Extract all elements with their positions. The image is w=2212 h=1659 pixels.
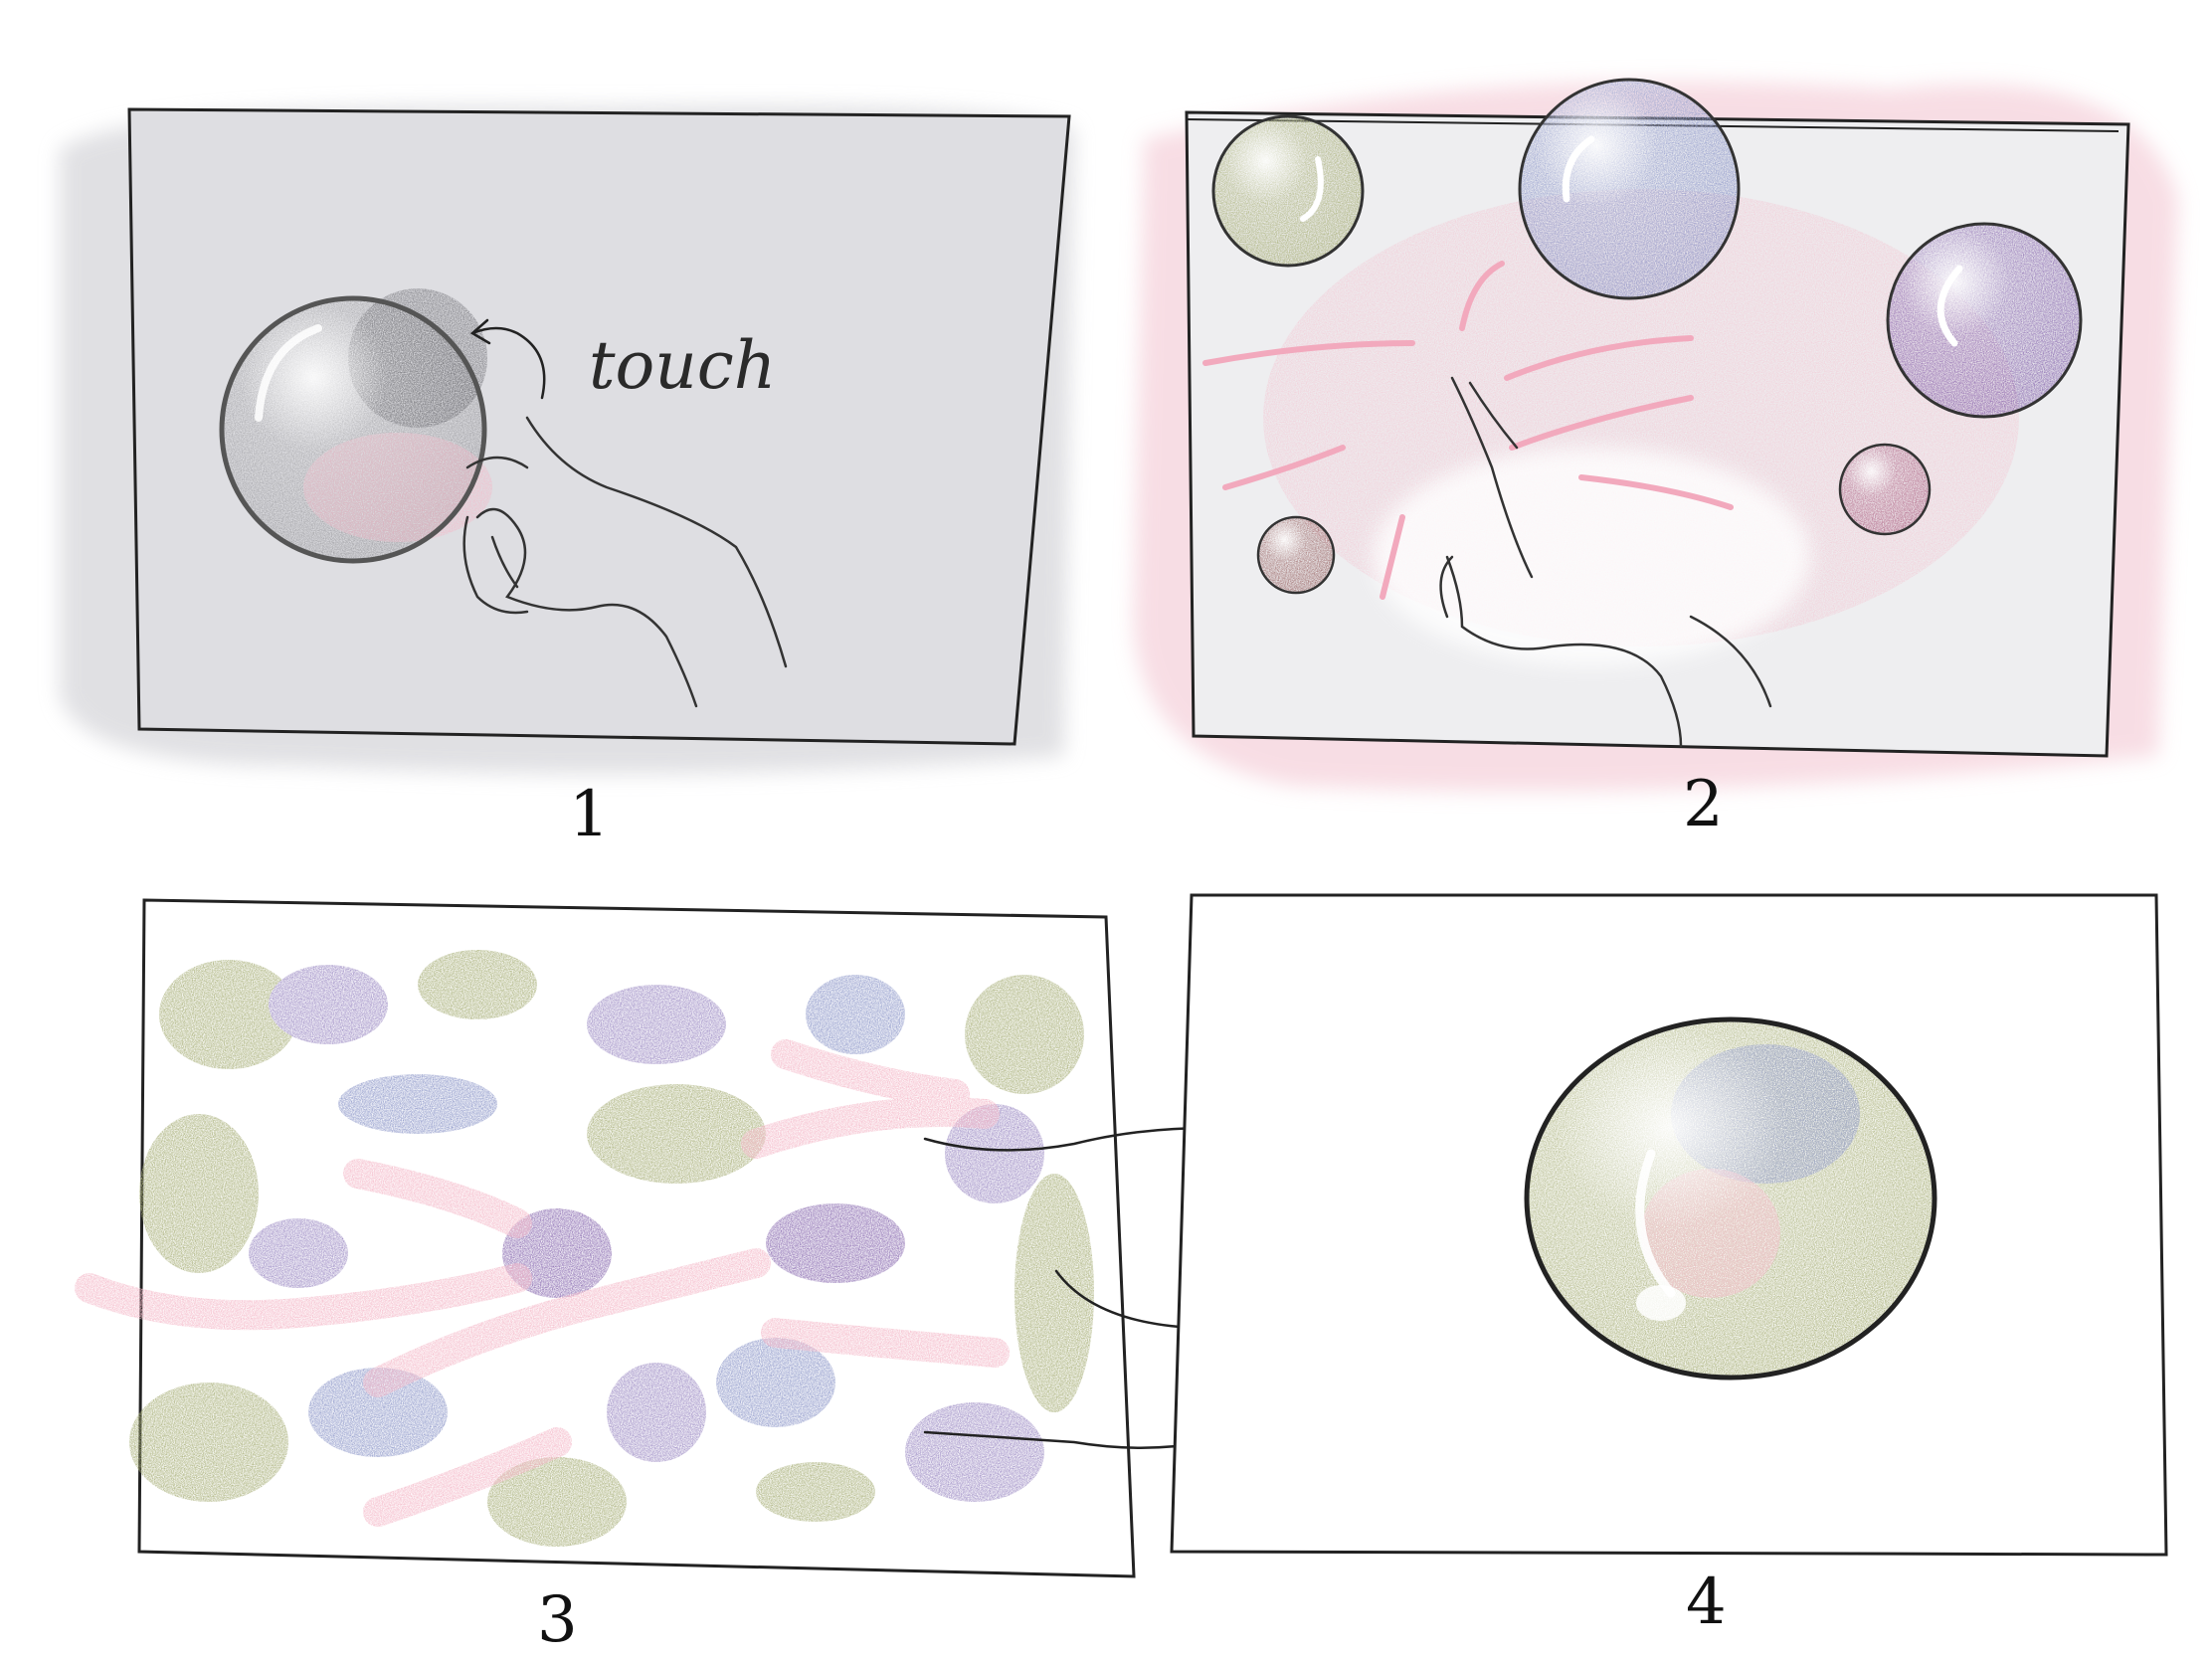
pink-streaks	[75, 1039, 1010, 1527]
bubble-icon	[1524, 1016, 1937, 1381]
panel-1-frame	[127, 107, 1071, 746]
motion-streaks	[1202, 261, 1734, 600]
bubble-icon	[1211, 114, 1365, 268]
hand-icon	[462, 416, 788, 708]
bubble-icon	[1886, 222, 2083, 419]
panel-number-4: 4	[1686, 1566, 1727, 1639]
panel-4: 4	[1170, 893, 2168, 1639]
panel-1: touch 1	[60, 105, 1074, 851]
panel-number-3: 3	[537, 1583, 578, 1657]
arrow-icon	[469, 318, 546, 400]
bubble-icon	[1518, 78, 1741, 300]
bubble-icon	[219, 288, 492, 564]
color-texture	[129, 950, 1094, 1547]
touch-annotation: touch	[589, 327, 776, 404]
bubble-icon	[1838, 443, 1932, 536]
hand-icon	[1439, 376, 1772, 748]
panel-3: 3	[75, 898, 1136, 1657]
panel-number-1: 1	[569, 778, 610, 851]
panel-number-2: 2	[1683, 768, 1724, 841]
bubble-icon	[1256, 515, 1336, 595]
panel-2: 2	[1133, 78, 2178, 841]
